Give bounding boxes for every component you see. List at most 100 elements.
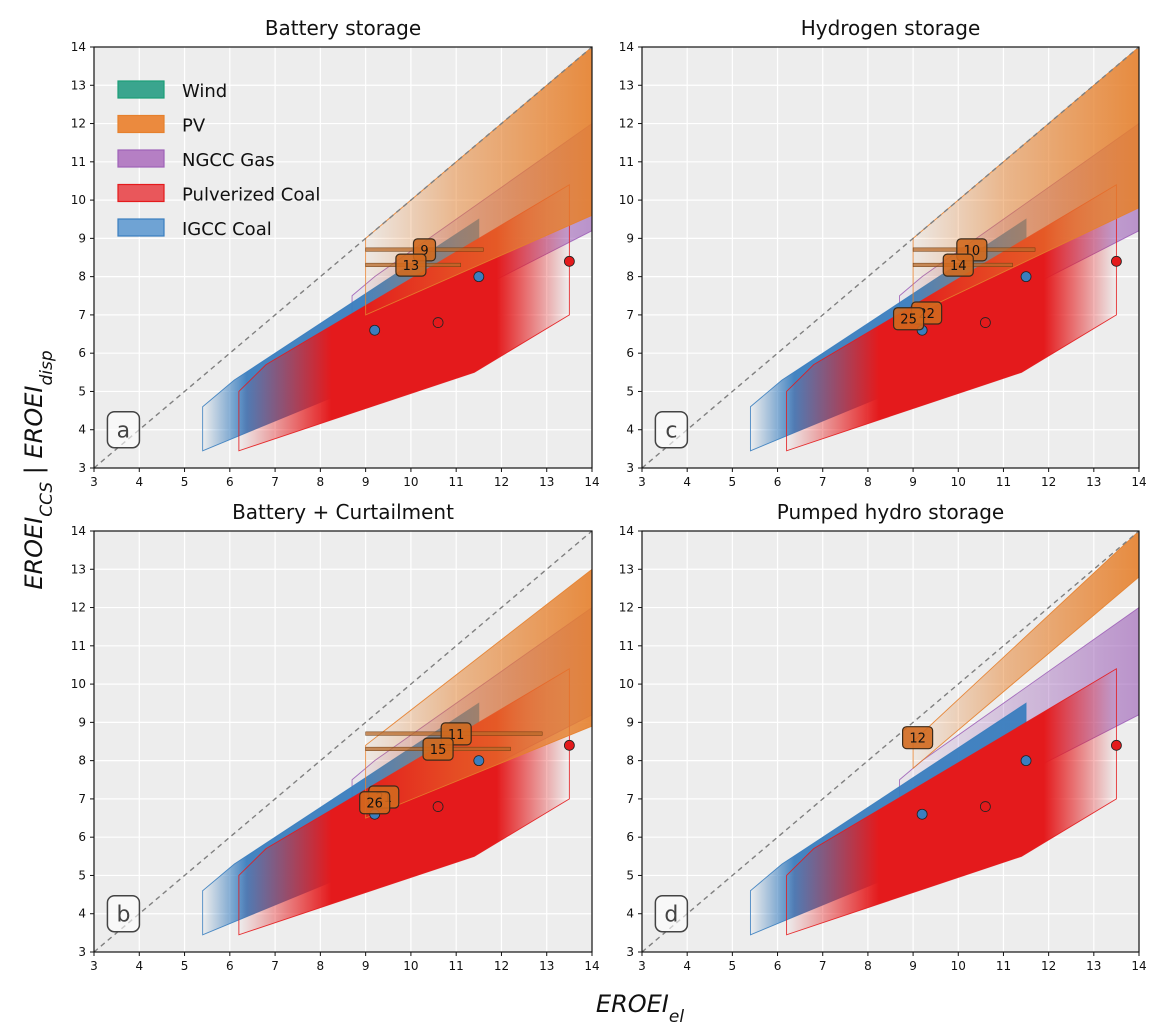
igcc-coal-point bbox=[369, 324, 381, 336]
x-tick-label: 6 bbox=[226, 959, 234, 973]
x-tick-label: 5 bbox=[729, 475, 737, 489]
panel-letter-box bbox=[106, 894, 141, 933]
diagonal-reference-line bbox=[642, 531, 1139, 952]
y-tick-label: 4 bbox=[626, 907, 634, 921]
igcc-coal-point bbox=[473, 755, 485, 767]
y-tick-label: 14 bbox=[619, 40, 634, 54]
pv-marker-box bbox=[359, 791, 391, 815]
y-tick-label: 11 bbox=[619, 155, 634, 169]
pv-marker-12: 12 bbox=[902, 726, 934, 750]
y-tick-label: 6 bbox=[78, 830, 86, 844]
x-tick-label: 13 bbox=[539, 475, 554, 489]
panel-letter: c bbox=[665, 419, 677, 444]
legend-swatch bbox=[117, 114, 165, 134]
pv-band bbox=[913, 531, 1139, 769]
igcc-coal-point bbox=[473, 271, 485, 283]
legend-label: NGCC Gas bbox=[182, 150, 275, 171]
legend-swatch bbox=[117, 218, 165, 237]
y-tick-label: 11 bbox=[71, 639, 86, 653]
pulverized-coal-band-outline bbox=[238, 667, 570, 936]
pulverized-coal-point bbox=[1111, 739, 1122, 751]
x-tick-label: 11 bbox=[996, 475, 1011, 489]
pulverized-coal-point bbox=[1111, 255, 1122, 267]
pulverized-coal-point bbox=[432, 317, 444, 328]
x-tick-label: 11 bbox=[449, 959, 464, 973]
x-tick-label: 13 bbox=[1086, 475, 1101, 489]
x-tick-label: 11 bbox=[996, 959, 1011, 973]
y-tick-label: 11 bbox=[619, 639, 634, 653]
panel-battery-curtailment: 11152126 3 4 5 6 7 8 9 10 11 12 13 14 3 4 5 6 7 8 9 10 11 12 13… bbox=[71, 500, 600, 973]
legend-entry-pv: PV bbox=[117, 114, 206, 137]
x-tick-label: 5 bbox=[729, 959, 737, 973]
pulverized-coal-band-outline bbox=[238, 183, 570, 452]
x-tick-label: 6 bbox=[226, 475, 234, 489]
x-tick-label: 3 bbox=[638, 475, 646, 489]
y-tick-label: 7 bbox=[626, 792, 634, 806]
x-tick-label: 7 bbox=[271, 475, 279, 489]
y-tick-label: 8 bbox=[78, 270, 86, 284]
pulverized-coal-band bbox=[786, 668, 1117, 935]
y-axis-label: EROEICCS | EROEIdisp bbox=[20, 350, 57, 590]
panel-title: Battery storage bbox=[265, 16, 421, 40]
legend-entry-ngcc-gas: NGCC Gas bbox=[117, 149, 275, 171]
legend-label: Pulverized Coal bbox=[182, 185, 320, 206]
y-tick-label: 7 bbox=[626, 308, 634, 322]
x-axis-label: EROEIel bbox=[596, 990, 684, 1027]
legend-swatch bbox=[117, 149, 165, 168]
y-tick-label: 6 bbox=[626, 830, 634, 844]
pulverized-coal-band-outline bbox=[786, 183, 1117, 452]
y-tick-label: 14 bbox=[71, 40, 86, 54]
x-tick-label: 3 bbox=[90, 959, 98, 973]
legend-label: IGCC Coal bbox=[182, 219, 272, 240]
y-tick-label: 5 bbox=[626, 868, 634, 882]
panel-title: Hydrogen storage bbox=[801, 16, 981, 40]
ticks: 3 4 5 6 7 8 9 10 11 12 13 14 3 4 5 6 7 8 9 10 11 12 13 14 bbox=[71, 524, 600, 973]
x-tick-label: 11 bbox=[449, 475, 464, 489]
y-tick-label: 12 bbox=[71, 117, 86, 131]
diagonal-reference-line bbox=[94, 531, 592, 952]
x-tick-label: 12 bbox=[494, 475, 509, 489]
pv-marker-box bbox=[395, 253, 427, 277]
x-tick-label: 10 bbox=[951, 475, 966, 489]
y-tick-label: 9 bbox=[78, 715, 86, 729]
y-tick-label: 8 bbox=[626, 754, 634, 768]
y-tick-label: 10 bbox=[619, 677, 634, 691]
y-tick-label: 13 bbox=[71, 78, 86, 92]
pv-marker-label: 15 bbox=[430, 743, 447, 758]
x-tick-label: 14 bbox=[1131, 475, 1146, 489]
pv-marker-13: 13 bbox=[395, 253, 427, 277]
pv-marker-25: 25 bbox=[892, 307, 925, 331]
panel-letter-box bbox=[654, 894, 689, 933]
pv-marker-label: 9 bbox=[420, 244, 428, 259]
x-tick-label: 7 bbox=[819, 959, 827, 973]
x-tick-label: 6 bbox=[774, 959, 782, 973]
x-tick-label: 9 bbox=[909, 475, 917, 489]
pv-band bbox=[365, 569, 592, 819]
x-tick-label: 7 bbox=[819, 475, 827, 489]
plot-area: 913 bbox=[94, 47, 592, 468]
x-tick-label: 3 bbox=[90, 475, 98, 489]
panel-letter-box bbox=[654, 410, 689, 449]
y-tick-label: 3 bbox=[78, 945, 86, 959]
y-tick-label: 10 bbox=[619, 193, 634, 207]
igcc-coal-point bbox=[1020, 755, 1032, 767]
pv-marker-label: 25 bbox=[900, 313, 917, 328]
x-tick-label: 12 bbox=[494, 959, 509, 973]
y-tick-label: 3 bbox=[626, 945, 634, 959]
y-tick-label: 13 bbox=[619, 562, 634, 576]
panel-pumped-hydro-storage: 12 3 4 5 6 7 8 9 10 11 12 13 14 3 4 5 6 7 8 9 10 11 12 13 14 Pump… bbox=[619, 500, 1147, 973]
panel-letter: a bbox=[117, 419, 130, 444]
x-tick-label: 5 bbox=[181, 959, 189, 973]
pv-marker-box bbox=[902, 726, 934, 750]
legend-entry-wind: Wind bbox=[117, 80, 227, 102]
y-tick-label: 5 bbox=[78, 868, 86, 882]
x-tick-label: 9 bbox=[362, 959, 370, 973]
panel-title: Battery + Curtailment bbox=[232, 500, 454, 524]
x-tick-label: 10 bbox=[403, 959, 418, 973]
y-tick-label: 8 bbox=[626, 270, 634, 284]
y-tick-label: 3 bbox=[78, 461, 86, 475]
ticks: 3 4 5 6 7 8 9 10 11 12 13 14 3 4 5 6 7 8 9 10 11 12 13 14 bbox=[71, 40, 600, 489]
